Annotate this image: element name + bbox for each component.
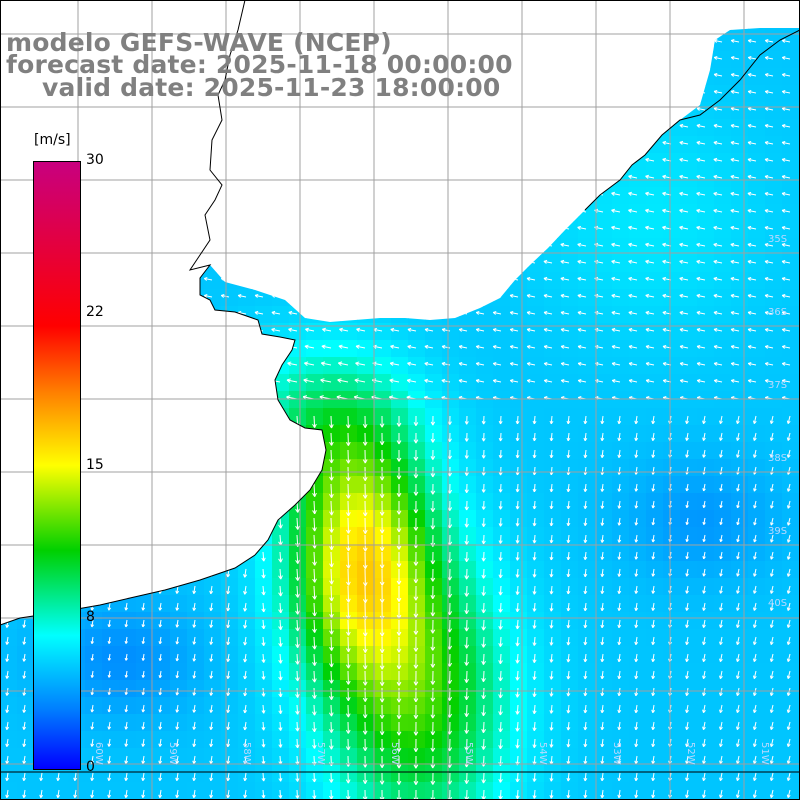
colorbar-tick: 30 — [86, 152, 104, 168]
valid-date: valid date: 2025-11-23 18:00:00 — [42, 73, 501, 102]
lat-label: 39S — [768, 526, 787, 537]
colorbar-tick: 22 — [86, 304, 104, 320]
lon-label: 53W — [611, 742, 622, 765]
lon-label: 56W — [389, 742, 400, 765]
forecast-date: forecast date: 2025-11-18 00:00:00 — [6, 50, 513, 79]
colorbar-tick: 15 — [86, 457, 104, 473]
lon-label: 54W — [537, 742, 548, 765]
lon-label: 51W — [759, 742, 770, 765]
lat-label: 36S — [768, 307, 787, 318]
colorbar-tick: 0 — [86, 759, 95, 775]
lat-label: 40S — [768, 598, 787, 609]
lat-label: 37S — [768, 380, 787, 391]
lon-label: 55W — [463, 742, 474, 765]
lon-label: 59W — [167, 742, 178, 765]
lat-label: 35S — [768, 234, 787, 245]
lat-label: 38S — [768, 453, 787, 464]
lon-label: 52W — [685, 742, 696, 765]
colorbar-tick: 8 — [86, 609, 95, 625]
coastline — [0, 0, 800, 626]
lon-label: 57W — [315, 742, 326, 765]
colorbar — [33, 161, 81, 770]
model-title: modelo GEFS-WAVE (NCEP) — [6, 28, 392, 57]
lon-label: 58W — [241, 742, 252, 765]
lon-label: 60W — [93, 742, 104, 765]
colorbar-unit: [m/s] — [34, 132, 71, 148]
